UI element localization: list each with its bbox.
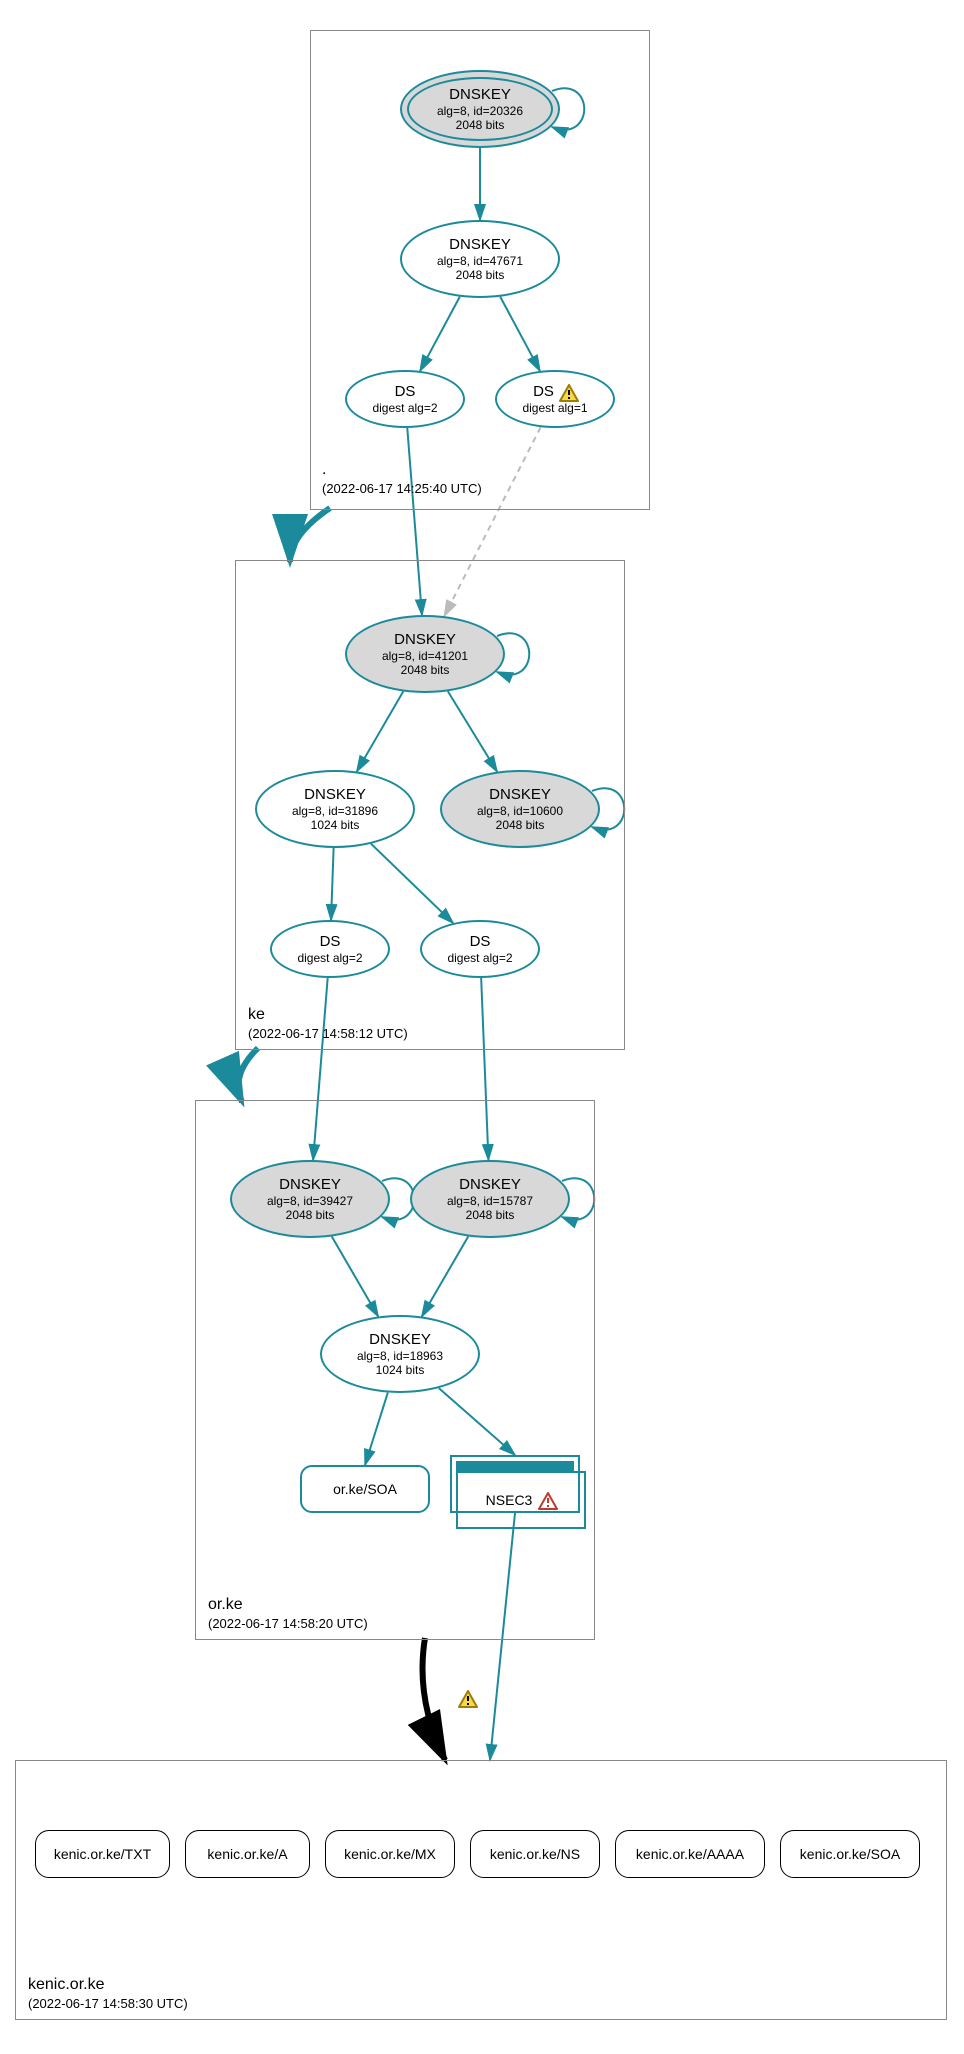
- rec_mx: kenic.or.ke/MX: [325, 1830, 455, 1878]
- node-line2: alg=8, id=39427: [267, 1194, 353, 1208]
- node-line2: alg=8, id=15787: [447, 1194, 533, 1208]
- zone-arrow-ke-orke: [238, 1048, 258, 1102]
- node-line3: 2048 bits: [286, 1208, 335, 1222]
- node-line3: 2048 bits: [456, 268, 505, 282]
- rec_ns: kenic.or.ke/NS: [470, 1830, 600, 1878]
- ke_key3: DNSKEYalg=8, id=106002048 bits: [440, 770, 600, 848]
- or_key2: DNSKEYalg=8, id=157872048 bits: [410, 1160, 570, 1238]
- nsec-stripe: [456, 1461, 574, 1471]
- rec_aaaa: kenic.or.ke/AAAA: [615, 1830, 765, 1878]
- node-line2: alg=8, id=47671: [437, 254, 523, 268]
- rec_a: kenic.or.ke/A: [185, 1830, 310, 1878]
- ke_ds2: DSdigest alg=2: [420, 920, 540, 978]
- node-title: DS: [395, 383, 416, 401]
- root_key2: DNSKEYalg=8, id=476712048 bits: [400, 220, 560, 298]
- node-line2: alg=8, id=20326: [437, 104, 523, 118]
- node-line2: alg=8, id=41201: [382, 649, 468, 663]
- zone-arrow-root-ke: [290, 508, 330, 562]
- zone-name: kenic.or.ke: [28, 1975, 188, 1996]
- node-line2: alg=8, id=31896: [292, 804, 378, 818]
- or_key3: DNSKEYalg=8, id=189631024 bits: [320, 1315, 480, 1393]
- nsec-inner: NSEC3: [456, 1471, 586, 1529]
- record-label: kenic.or.ke/A: [207, 1846, 287, 1863]
- rec_soa: kenic.or.ke/SOA: [780, 1830, 920, 1878]
- record-label: kenic.or.ke/AAAA: [636, 1846, 744, 1863]
- node-line3: 1024 bits: [311, 818, 360, 832]
- rec_txt: kenic.or.ke/TXT: [35, 1830, 170, 1878]
- root_key1: DNSKEYalg=8, id=203262048 bits: [400, 70, 560, 148]
- root_ds1: DSdigest alg=2: [345, 370, 465, 428]
- zone-label-root: .(2022-06-17 14:25:40 UTC): [322, 460, 482, 498]
- node-title: DS: [470, 933, 491, 951]
- zone-label-ke: ke(2022-06-17 14:58:12 UTC): [248, 1005, 408, 1043]
- node-title: DNSKEY: [394, 631, 456, 649]
- node-line3: 2048 bits: [401, 663, 450, 677]
- record-label: kenic.or.ke/TXT: [54, 1846, 151, 1863]
- node-title: DNSKEY: [369, 1331, 431, 1349]
- zone-name: ke: [248, 1005, 408, 1026]
- record-label: kenic.or.ke/SOA: [800, 1846, 900, 1863]
- warning-icon: [559, 384, 577, 400]
- or_key1: DNSKEYalg=8, id=394272048 bits: [230, 1160, 390, 1238]
- error-icon: [538, 1492, 556, 1508]
- node-title: DNSKEY: [304, 786, 366, 804]
- or_nsec: NSEC3: [450, 1455, 580, 1513]
- node-title: DS: [533, 383, 554, 401]
- zone-name: or.ke: [208, 1595, 368, 1616]
- zone-timestamp: (2022-06-17 14:58:12 UTC): [248, 1026, 408, 1043]
- node-title: DNSKEY: [459, 1176, 521, 1194]
- node-title: DNSKEY: [449, 236, 511, 254]
- node-line2: digest alg=2: [447, 951, 512, 965]
- node-line2: digest alg=2: [297, 951, 362, 965]
- node-line2: alg=8, id=10600: [477, 804, 563, 818]
- node-line3: 2048 bits: [496, 818, 545, 832]
- node-label: NSEC3: [486, 1492, 533, 1509]
- node-line2: digest alg=1: [522, 401, 587, 415]
- ke_key2: DNSKEYalg=8, id=318961024 bits: [255, 770, 415, 848]
- zone-arrow-orke-kenic: [423, 1638, 446, 1760]
- or_soa: or.ke/SOA: [300, 1465, 430, 1513]
- node-title: DS: [320, 933, 341, 951]
- record-label: kenic.or.ke/MX: [344, 1846, 436, 1863]
- zone-label-orke: or.ke(2022-06-17 14:58:20 UTC): [208, 1595, 368, 1633]
- ke_key1: DNSKEYalg=8, id=412012048 bits: [345, 615, 505, 693]
- zone-timestamp: (2022-06-17 14:58:30 UTC): [28, 1996, 188, 2013]
- node-line2: alg=8, id=18963: [357, 1349, 443, 1363]
- zone-timestamp: (2022-06-17 14:58:20 UTC): [208, 1616, 368, 1633]
- node-title: DNSKEY: [489, 786, 551, 804]
- node-title: DNSKEY: [449, 86, 511, 104]
- zone-label-kenic: kenic.or.ke(2022-06-17 14:58:30 UTC): [28, 1975, 188, 2013]
- node-title: DNSKEY: [279, 1176, 341, 1194]
- node-line3: 2048 bits: [466, 1208, 515, 1222]
- root_ds2: DS digest alg=1: [495, 370, 615, 428]
- ke_ds1: DSdigest alg=2: [270, 920, 390, 978]
- node-line3: 1024 bits: [376, 1363, 425, 1377]
- zone-timestamp: (2022-06-17 14:25:40 UTC): [322, 481, 482, 498]
- node-line2: digest alg=2: [372, 401, 437, 415]
- node-line3: 2048 bits: [456, 118, 505, 132]
- record-label: kenic.or.ke/NS: [490, 1846, 580, 1863]
- zone-name: .: [322, 460, 482, 481]
- node-label: or.ke/SOA: [333, 1481, 397, 1498]
